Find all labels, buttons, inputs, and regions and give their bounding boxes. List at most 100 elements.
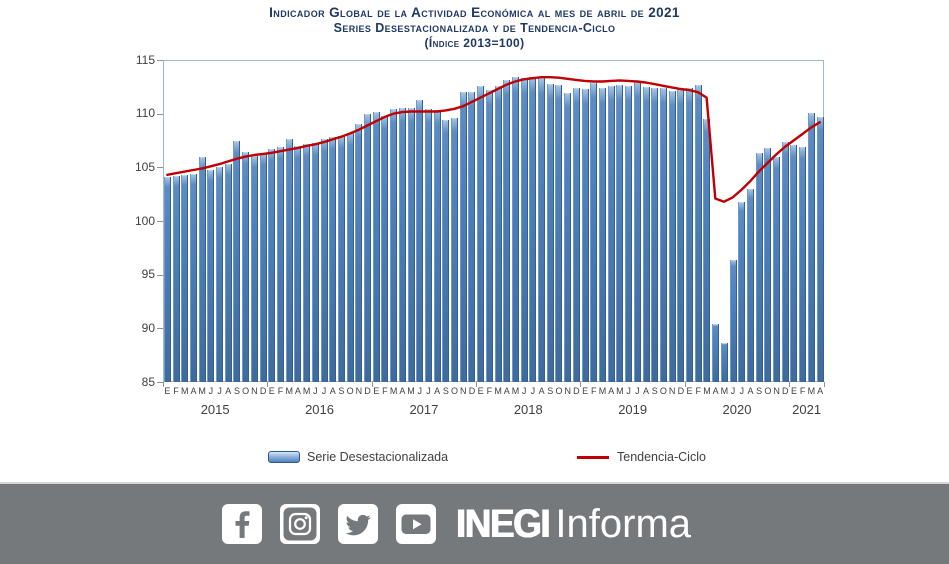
bar-slot [372,60,381,382]
bar-2016-J7 [320,139,328,382]
bar-2015-F2 [172,175,180,382]
instagram-icon[interactable] [280,504,320,544]
bar-slot [233,60,242,382]
month-label: F [486,386,493,396]
bar-slot [816,60,825,382]
month-label: J [321,386,327,396]
bar-2020-A4 [712,324,720,382]
month-label: O [242,386,250,396]
bar-slot [215,60,224,382]
month-label: N [460,386,467,396]
bar-slot [642,60,651,382]
x-axis-tick [267,382,269,387]
bar-2020-A8 [746,188,754,382]
bar-slot [476,60,485,382]
bar-2019-F2 [590,82,598,382]
bar-2019-A8 [642,86,650,382]
y-axis-label-100: 100 [134,213,155,228]
bar-slot [668,60,677,382]
bar-2017-O10 [451,118,459,382]
bar-slot [502,60,511,382]
bar-2019-M3 [599,87,606,382]
bar-slot [320,60,329,382]
bar-2021-A4 [816,116,824,382]
bar-2015-A4 [189,173,197,382]
bar-2019-S9 [651,87,659,382]
bar-slot [163,60,172,382]
month-label: J [626,386,631,396]
bar-2015-N11 [250,155,258,382]
month-label: M [198,386,206,396]
bar-slot [598,60,607,382]
month-label: F [382,386,388,396]
bar-series [163,60,824,382]
month-label: M [302,386,311,396]
bar-2018-A4 [503,80,511,382]
month-label: F [173,386,179,396]
legend-item-bar: Serie Desestacionalizada [268,450,448,464]
month-label: A [643,386,650,396]
bar-2015-S9 [233,140,241,382]
bar-2017-A4 [398,108,406,382]
bar-2016-M5 [303,143,311,382]
bar-2016-D12 [364,113,372,382]
bar-slot [250,60,259,382]
bar-slot [633,60,642,382]
facebook-icon[interactable] [222,504,262,544]
bar-slot [328,60,337,382]
bar-2018-A8 [538,78,546,382]
month-label: E [373,386,380,396]
bar-2016-A4 [294,145,302,382]
bar-2018-M5 [511,77,519,382]
bar-2018-O10 [555,84,563,382]
bar-2016-E1 [268,149,276,382]
y-axis-tick [157,167,163,169]
bar-2017-M3 [390,109,398,382]
line-swatch-icon [577,455,609,459]
month-label: N [564,386,571,396]
bar-slot [798,60,807,382]
month-label: E [164,386,171,396]
bar-slot [790,60,799,382]
month-label: N [355,386,363,396]
month-label: J [208,386,214,396]
bar-slot [415,60,424,382]
month-label: O [555,386,563,396]
twitter-icon[interactable] [338,504,378,544]
bar-slot [546,60,555,382]
bar-slot [354,60,363,382]
bar-slot [703,60,712,382]
bar-slot [407,60,416,382]
bar-slot [711,60,720,382]
bar-slot [537,60,546,382]
month-label: N [251,386,258,396]
bar-slot [676,60,685,382]
bar-2020-J6 [729,259,737,382]
bar-2020-O10 [764,148,772,382]
month-label: S [651,386,658,396]
month-label: F [277,386,284,396]
legend: Serie Desestacionalizada Tendencia-Ciclo [0,448,949,468]
month-label: J [739,386,745,396]
bar-slot [781,60,790,382]
y-axis-label-105: 105 [134,159,155,174]
year-label-2019: 2019 [618,402,648,417]
bar-slot [746,60,755,382]
month-label: F [591,386,597,396]
bar-slot [267,60,276,382]
bar-2020-F2 [694,84,702,382]
youtube-icon[interactable] [396,504,436,544]
month-label: J [426,386,431,396]
month-label: A [817,386,824,396]
bar-slot [694,60,703,382]
bar-2020-S9 [755,153,763,382]
bar-2018-N11 [564,93,572,382]
legend-item-line: Tendencia-Ciclo [577,450,706,464]
bar-slot [607,60,616,382]
month-label: J [217,386,222,396]
bar-slot [442,60,451,382]
bar-2018-J6 [520,78,528,382]
month-label: D [573,386,580,396]
month-label: S [756,386,763,396]
bar-2020-M3 [703,119,711,382]
